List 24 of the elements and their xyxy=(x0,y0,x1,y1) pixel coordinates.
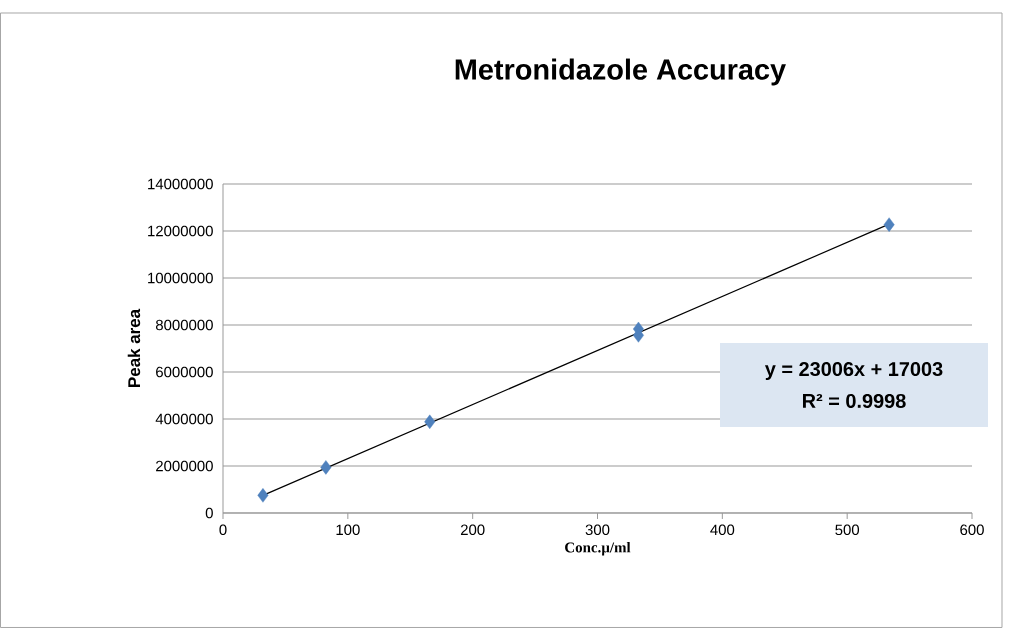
y-tick-label: 6000000 xyxy=(156,366,213,378)
x-tick-label: 500 xyxy=(835,524,860,536)
y-tick-label: 14000000 xyxy=(148,178,213,190)
x-tick-label: 100 xyxy=(336,524,360,536)
annotation: R² = 0.9998 xyxy=(802,393,906,408)
y-tick-label: 4000000 xyxy=(155,413,213,425)
x-tick-label: 400 xyxy=(710,524,735,536)
x-axis-title: Conc.µ/ml xyxy=(565,541,631,556)
point xyxy=(424,414,436,429)
annotation: y = 23006x + 17003 xyxy=(764,362,943,381)
point xyxy=(320,460,332,475)
x-tick-label: 600 xyxy=(960,524,984,536)
y-tick-label: 0 xyxy=(205,507,213,519)
x-tick-label: 300 xyxy=(585,524,610,536)
y-tick-label: 12000000 xyxy=(148,225,213,237)
x-tick-label: 200 xyxy=(460,524,485,536)
y-axis-title: Peak area xyxy=(127,308,141,387)
point xyxy=(257,488,269,503)
point xyxy=(883,217,895,232)
y-tick-label: 2000000 xyxy=(156,460,213,472)
y-tick-label: 10000000 xyxy=(148,272,213,284)
x-tick-label: 0 xyxy=(219,524,227,536)
chart-title: Metronidazole Accuracy xyxy=(455,58,786,86)
y-tick-label: 8000000 xyxy=(155,319,213,331)
